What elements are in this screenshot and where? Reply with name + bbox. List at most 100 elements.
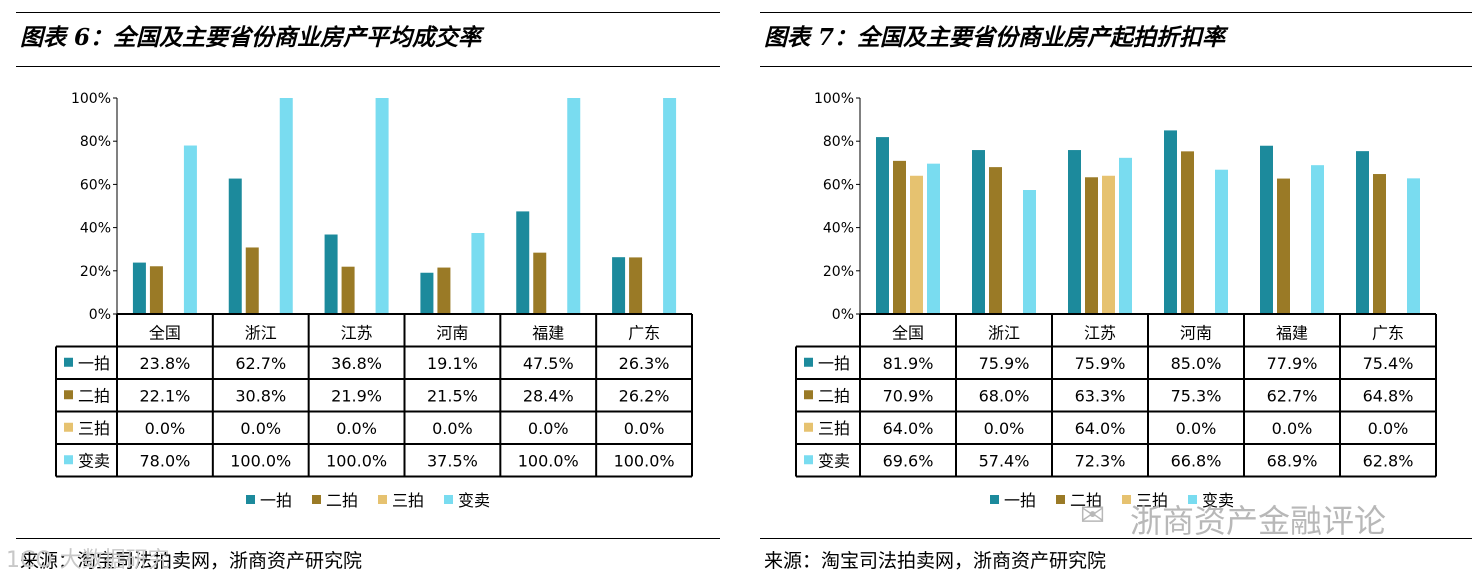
- row-legend-swatch: [64, 390, 73, 400]
- legend-swatch: [1188, 495, 1197, 504]
- legend-label: 变卖: [1202, 491, 1234, 510]
- data-label: 36.8%: [331, 354, 382, 373]
- row-legend-swatch: [64, 357, 73, 367]
- bar: [876, 137, 889, 314]
- data-label: 100.0%: [326, 451, 387, 470]
- category-label: 全国: [892, 324, 924, 343]
- bar: [471, 233, 485, 314]
- row-legend-swatch: [64, 455, 73, 465]
- data-label: 37.5%: [427, 451, 478, 470]
- row-label: 二拍: [818, 386, 850, 405]
- bar: [149, 266, 163, 314]
- bar: [228, 178, 242, 314]
- bar: [663, 98, 677, 314]
- data-label: 22.1%: [140, 386, 191, 405]
- data-label: 100.0%: [614, 451, 675, 470]
- row-legend-swatch: [804, 455, 813, 465]
- title-rule: [16, 66, 720, 67]
- category-label: 福建: [532, 324, 564, 343]
- source-note: 来源：淘宝司法拍卖网，浙商资产研究院: [764, 550, 1107, 572]
- bar: [1215, 169, 1228, 314]
- bar: [1373, 174, 1386, 314]
- legend-label: 三拍: [392, 491, 424, 510]
- y-tick-label: 40%: [80, 221, 111, 237]
- y-tick-label: 20%: [823, 264, 854, 280]
- category-label: 全国: [149, 324, 181, 343]
- legend-label: 一拍: [260, 491, 292, 510]
- category-label: 广东: [1372, 324, 1404, 343]
- category-label: 福建: [1276, 324, 1308, 343]
- category-label: 江苏: [341, 324, 373, 343]
- bar: [989, 167, 1002, 314]
- title-rule: [760, 66, 1472, 67]
- source-note: 来源：淘宝司法拍卖网，浙商资产研究院: [20, 550, 363, 572]
- bar: [245, 247, 259, 314]
- data-label: 64.8%: [1363, 386, 1414, 405]
- data-label: 70.9%: [883, 386, 934, 405]
- y-tick-label: 100%: [814, 91, 854, 107]
- bar: [1407, 178, 1420, 314]
- data-label: 85.0%: [1171, 354, 1222, 373]
- category-label: 广东: [628, 324, 660, 343]
- bar: [420, 272, 434, 314]
- data-label: 47.5%: [523, 354, 574, 373]
- data-label: 62.7%: [1267, 386, 1318, 405]
- data-label: 30.8%: [235, 386, 286, 405]
- data-label: 0.0%: [1272, 419, 1313, 438]
- data-label: 26.3%: [619, 354, 670, 373]
- y-tick-label: 40%: [823, 221, 854, 237]
- legend-label: 二拍: [326, 491, 358, 510]
- y-tick-label: 60%: [823, 177, 854, 193]
- bar: [1119, 157, 1132, 314]
- legend-swatch: [990, 495, 999, 504]
- bar: [1023, 190, 1036, 314]
- bar: [1356, 151, 1369, 314]
- data-label: 64.0%: [883, 419, 934, 438]
- y-tick-label: 100%: [71, 91, 111, 107]
- data-label: 64.0%: [1075, 419, 1126, 438]
- bar: [1068, 150, 1081, 314]
- data-label: 0.0%: [145, 419, 186, 438]
- legend-swatch: [1056, 495, 1065, 504]
- legend-label: 三拍: [1136, 491, 1168, 510]
- y-tick-label: 80%: [823, 134, 854, 150]
- legend-label: 一拍: [1004, 491, 1036, 510]
- bar: [1311, 165, 1324, 314]
- data-label: 72.3%: [1075, 451, 1126, 470]
- data-label: 68.0%: [979, 386, 1030, 405]
- data-label: 78.0%: [140, 451, 191, 470]
- legend-swatch: [312, 495, 321, 504]
- bar: [341, 266, 355, 314]
- category-label: 河南: [1180, 324, 1212, 343]
- data-label: 69.6%: [883, 451, 934, 470]
- bar: [533, 252, 547, 314]
- bar: [183, 145, 197, 314]
- category-label: 河南: [436, 324, 468, 343]
- row-legend-swatch: [64, 422, 73, 432]
- bar: [1181, 151, 1194, 314]
- data-label: 21.9%: [331, 386, 382, 405]
- bar: [375, 98, 389, 314]
- bar: [910, 175, 923, 314]
- legend-label: 变卖: [458, 491, 490, 510]
- data-label: 75.4%: [1363, 354, 1414, 373]
- bar: [612, 257, 626, 314]
- data-label: 0.0%: [624, 419, 665, 438]
- row-label: 一拍: [818, 354, 850, 373]
- legend-swatch: [246, 495, 255, 504]
- watermark-right: 浙商资产金融评论: [1130, 502, 1387, 540]
- bar: [437, 267, 451, 314]
- row-label: 一拍: [78, 354, 110, 373]
- data-label: 26.2%: [619, 386, 670, 405]
- bar: [516, 211, 530, 314]
- bar: [324, 234, 338, 314]
- data-label: 100.0%: [230, 451, 291, 470]
- y-tick-label: 60%: [80, 177, 111, 193]
- watermark-left: 1CO 大数据研究: [6, 548, 170, 573]
- data-label: 23.8%: [140, 354, 191, 373]
- data-label: 0.0%: [240, 419, 281, 438]
- figure-title: 图表 6：全国及主要省份商业房产平均成交率: [20, 24, 482, 51]
- figure-7-panel: 图表 7：全国及主要省份商业房产起拍折扣率 100% 80% 60% 40% 20% 0%…: [752, 0, 1481, 583]
- data-label: 62.8%: [1363, 451, 1414, 470]
